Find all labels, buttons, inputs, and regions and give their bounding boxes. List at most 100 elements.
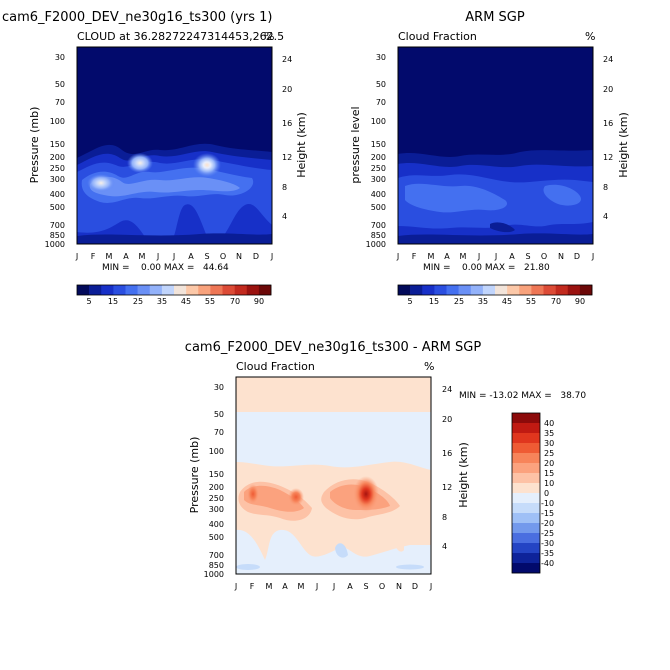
colorbar-swatch xyxy=(512,423,540,434)
colorbar-swatch xyxy=(258,285,272,295)
x-tick-label: M xyxy=(298,582,305,591)
colorbar-swatch xyxy=(555,285,569,295)
panel-model: cam6_F2000_DEV_ne30g16_ts300 (yrs 1) CLO… xyxy=(2,10,308,306)
colorbar-swatch xyxy=(174,285,187,295)
y-tick-label: 500 xyxy=(371,203,386,212)
panel-model-field xyxy=(77,47,272,244)
colorbar-label: 5 xyxy=(86,297,91,306)
x-tick-label: D xyxy=(412,582,418,591)
y2-tick-label: 20 xyxy=(282,85,292,94)
colorbar-label: 35 xyxy=(544,429,554,438)
x-tick-label: A xyxy=(123,252,129,261)
colorbar-label: 70 xyxy=(551,297,561,306)
colorbar-swatch xyxy=(512,493,540,504)
y-tick-label: 30 xyxy=(376,53,386,62)
y-tick-label: 700 xyxy=(371,221,386,230)
colorbar-obs-swatches xyxy=(397,284,593,296)
x-tick-label: M xyxy=(139,252,146,261)
panel-obs-ylabel: pressure level xyxy=(349,106,362,183)
y-tick-label: 300 xyxy=(371,175,386,184)
x-tick-label: N xyxy=(558,252,564,261)
y-tick-label: 30 xyxy=(214,383,224,392)
y-tick-label: 700 xyxy=(209,551,224,560)
x-tick-label: J xyxy=(270,252,273,261)
y-tick-label: 250 xyxy=(50,164,65,173)
y2-tick-label: 4 xyxy=(603,212,608,221)
y-tick-label: 50 xyxy=(214,410,224,419)
y2-tick-label: 16 xyxy=(603,119,613,128)
colorbar-swatch xyxy=(495,285,508,295)
colorbar-diff: 40 35 30 25 20 15 10 0 -10 -15 -20 -25 -… xyxy=(511,412,554,574)
colorbar-swatch xyxy=(422,285,435,295)
x-tick-label: S xyxy=(204,252,209,261)
colorbar-swatch xyxy=(512,453,540,464)
x-tick-label: D xyxy=(574,252,580,261)
colorbar-swatch xyxy=(125,285,138,295)
panel-obs-y2-axis: Height (km) 24 20 16 12 8 4 xyxy=(603,55,630,221)
colorbar-swatch xyxy=(186,285,199,295)
colorbar-swatch xyxy=(512,473,540,484)
y-tick-label: 500 xyxy=(50,203,65,212)
colorbar-swatch xyxy=(512,433,540,444)
colorbar-swatch xyxy=(137,285,151,295)
y2-tick-label: 12 xyxy=(442,483,452,492)
y2-tick-label: 8 xyxy=(442,513,447,522)
x-tick-label: J xyxy=(234,582,237,591)
colorbar-label: 35 xyxy=(478,297,488,306)
colorbar-model-swatches xyxy=(76,284,272,296)
y2-tick-label: 24 xyxy=(282,55,292,64)
y-tick-label: 300 xyxy=(50,175,65,184)
colorbar-swatch xyxy=(543,285,556,295)
colorbar-swatch xyxy=(512,513,540,524)
panel-diff-y-axis: Pressure (mb) 30 50 70 100 150 200 250 3… xyxy=(188,383,224,579)
x-tick-label: F xyxy=(250,582,255,591)
panel-model-title: cam6_F2000_DEV_ne30g16_ts300 (yrs 1) xyxy=(2,10,272,25)
colorbar-swatch xyxy=(512,463,540,474)
panel-model-y-axis: Pressure (mb) 30 50 70 100 150 200 250 3… xyxy=(28,53,65,249)
colorbar-obs: 5 15 25 35 45 55 70 90 xyxy=(397,284,593,306)
colorbar-swatch xyxy=(512,443,540,454)
x-tick-label: N xyxy=(396,582,402,591)
y-tick-label: 400 xyxy=(50,190,65,199)
x-tick-label: A xyxy=(347,582,353,591)
colorbar-label: 25 xyxy=(133,297,143,306)
x-tick-label: J xyxy=(332,582,335,591)
colorbar-label: 45 xyxy=(181,297,191,306)
x-tick-label: J xyxy=(429,582,432,591)
y-tick-label: 400 xyxy=(209,520,224,529)
y-tick-label: 70 xyxy=(55,98,65,107)
y2-tick-label: 8 xyxy=(282,183,287,192)
x-tick-label: J xyxy=(477,252,480,261)
y-tick-label: 100 xyxy=(50,117,65,126)
panel-obs: ARM SGP Cloud Fraction % pressure level … xyxy=(349,10,630,306)
colorbar-label: 15 xyxy=(544,469,554,478)
colorbar-swatch xyxy=(470,285,484,295)
y-tick-label: 150 xyxy=(209,470,224,479)
y2-tick-label: 8 xyxy=(603,183,608,192)
colorbar-swatch xyxy=(512,523,540,534)
y-tick-label: 200 xyxy=(371,153,386,162)
y-tick-label: 250 xyxy=(371,164,386,173)
colorbar-label: 0 xyxy=(544,489,549,498)
panel-obs-subtitle: Cloud Fraction xyxy=(398,30,477,43)
y2-tick-label: 16 xyxy=(442,449,452,458)
y-tick-label: 1000 xyxy=(366,240,386,249)
y-tick-label: 100 xyxy=(371,117,386,126)
colorbar-label: 55 xyxy=(205,297,215,306)
colorbar-swatch xyxy=(567,285,581,295)
x-tick-label: J xyxy=(494,252,497,261)
y2-tick-label: 12 xyxy=(603,153,613,162)
x-tick-label: J xyxy=(172,252,175,261)
x-tick-label: J xyxy=(156,252,159,261)
colorbar-label: 25 xyxy=(544,449,554,458)
colorbar-swatch xyxy=(512,413,540,424)
colorbar-frame xyxy=(76,284,272,296)
panel-obs-units: % xyxy=(585,30,595,43)
y2-tick-label: 20 xyxy=(442,415,452,424)
y-tick-label: 200 xyxy=(50,153,65,162)
colorbar-swatch xyxy=(512,503,540,514)
panel-diff-title: cam6_F2000_DEV_ne30g16_ts300 - ARM SGP xyxy=(185,340,482,355)
colorbar-label: -40 xyxy=(541,559,554,568)
y-tick-label: 700 xyxy=(50,221,65,230)
